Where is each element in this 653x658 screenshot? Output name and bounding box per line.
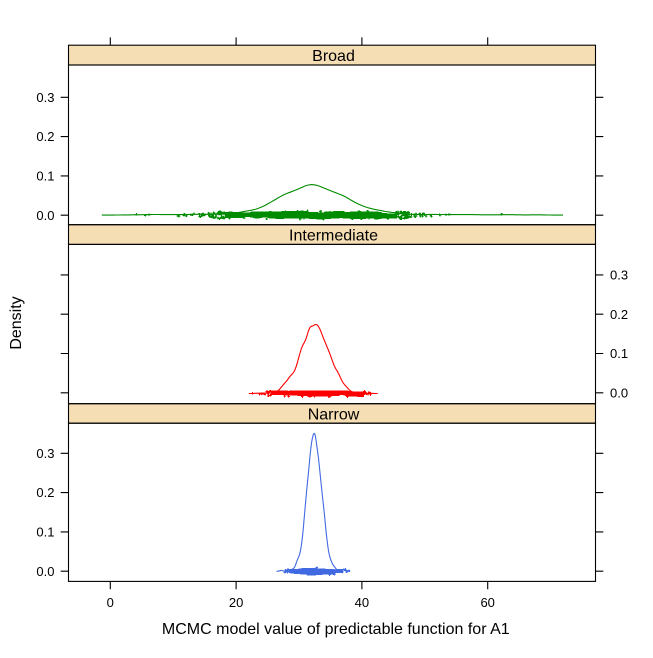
svg-text:0.3: 0.3 [36,446,54,461]
svg-text:60: 60 [480,595,494,610]
svg-text:0.0: 0.0 [36,564,54,579]
svg-text:0.2: 0.2 [36,485,54,500]
svg-text:Intermediate: Intermediate [289,227,378,244]
svg-text:0.2: 0.2 [610,307,628,322]
svg-text:20: 20 [229,595,243,610]
svg-text:0.1: 0.1 [36,525,54,540]
svg-text:0.1: 0.1 [610,346,628,361]
svg-text:0.2: 0.2 [36,129,54,144]
svg-text:Broad: Broad [312,48,355,65]
svg-text:0.3: 0.3 [610,268,628,283]
svg-text:0.0: 0.0 [610,385,628,400]
svg-text:Narrow: Narrow [308,406,360,423]
svg-text:Density: Density [8,296,25,349]
svg-text:0: 0 [107,595,114,610]
svg-text:MCMC model value of predictabl: MCMC model value of predictable function… [162,621,510,638]
svg-text:0.3: 0.3 [36,90,54,105]
svg-text:0.1: 0.1 [36,169,54,184]
svg-text:0.0: 0.0 [36,208,54,223]
svg-text:40: 40 [355,595,369,610]
